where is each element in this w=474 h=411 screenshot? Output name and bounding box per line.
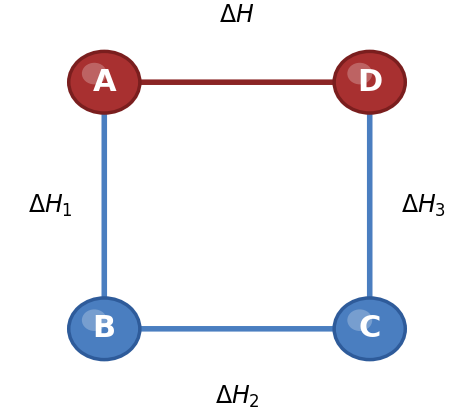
Circle shape <box>334 298 405 360</box>
Text: C: C <box>358 314 381 343</box>
Text: $\Delta H_1$: $\Delta H_1$ <box>28 192 73 219</box>
Text: $\Delta H_2$: $\Delta H_2$ <box>215 384 259 411</box>
Text: A: A <box>92 68 116 97</box>
Text: $\Delta H_3$: $\Delta H_3$ <box>401 192 446 219</box>
Circle shape <box>347 309 372 331</box>
Circle shape <box>82 309 107 331</box>
Circle shape <box>347 63 372 84</box>
Circle shape <box>82 63 107 84</box>
Circle shape <box>69 51 140 113</box>
Circle shape <box>69 298 140 360</box>
Text: D: D <box>357 68 383 97</box>
Text: $\Delta H$: $\Delta H$ <box>219 3 255 27</box>
Text: B: B <box>93 314 116 343</box>
Circle shape <box>334 51 405 113</box>
